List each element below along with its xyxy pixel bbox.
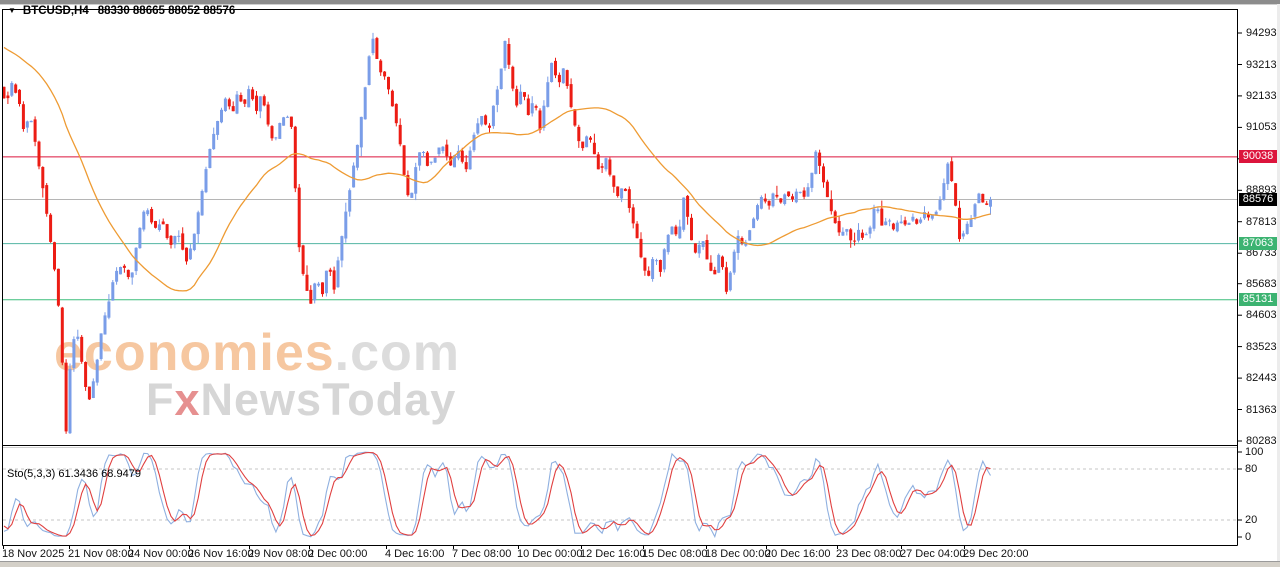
watermark-sub-rest: NewsToday: [200, 374, 457, 425]
date-label: 10 Dec 00:00: [517, 548, 583, 560]
date-label: 23 Dec 08:00: [836, 548, 902, 560]
indicator-label: Sto(5,3,3) 61.3436 68.9479: [7, 468, 141, 480]
price-badge-last-price: 88576: [1239, 193, 1277, 206]
price-badge-support-level: 85131: [1239, 293, 1277, 307]
date-label: 26 Nov 16:00: [188, 548, 254, 560]
date-label: 20 Dec 16:00: [765, 548, 831, 560]
price-axis-label: 93213: [1246, 58, 1277, 71]
price-axis-label: 83523: [1246, 340, 1277, 353]
watermark-fxnewstoday: FxNewsToday: [146, 374, 456, 426]
indicator-axis-label: 0: [1245, 531, 1252, 543]
date-label: 29 Dec 20:00: [963, 548, 1029, 560]
date-label: 7 Dec 08:00: [452, 548, 512, 560]
chevron-down-icon: ▼: [8, 6, 16, 15]
price-axis-label: 82443: [1246, 372, 1277, 385]
window-right-border: [1277, 4, 1280, 561]
date-label: 12 Dec 16:00: [580, 548, 646, 560]
date-label: 21 Nov 08:00: [68, 548, 134, 560]
watermark-domain: .com: [334, 324, 461, 382]
date-label: 24 Nov 00:00: [128, 548, 194, 560]
price-axis-label: 91053: [1246, 121, 1277, 134]
indicator-axis-label: 100: [1245, 446, 1264, 458]
date-label: 4 Dec 16:00: [385, 548, 445, 560]
chart-title: ▼ BTCUSD,H4 88330 88665 88052 88576: [8, 5, 235, 17]
indicator-axis-label: 20: [1245, 514, 1258, 526]
price-axis-label: 81363: [1246, 403, 1277, 416]
price-axis-label: 86733: [1246, 247, 1277, 260]
price-axis-label: 84603: [1246, 309, 1277, 322]
window-bottom-border: [0, 561, 1280, 567]
chart-ohlc-values: 88330 88665 88052 88576: [97, 5, 236, 17]
price-badge-support-level: 87063: [1239, 237, 1277, 251]
price-axis-label: 94293: [1246, 27, 1277, 39]
watermark-sub-x: x: [174, 374, 201, 425]
price-axis-label: 92133: [1246, 89, 1277, 102]
price-badge-resistance-level: 90038: [1239, 150, 1277, 164]
window-top-border: [0, 0, 1280, 5]
price-axis-label: 85683: [1246, 277, 1277, 290]
price-axis-label: 80283: [1246, 435, 1277, 447]
price-axis-label: 87813: [1246, 215, 1277, 228]
indicator-axis-label: 80: [1245, 463, 1258, 475]
date-label: 2 Dec 00:00: [308, 548, 368, 560]
date-label: 18 Dec 00:00: [705, 548, 771, 560]
date-label: 18 Nov 2025: [2, 548, 65, 560]
chart-symbol-label: BTCUSD,H4: [22, 5, 89, 17]
date-label: 27 Dec 04:00: [900, 548, 966, 560]
watermark-sub-f: F: [146, 374, 175, 425]
date-label: 15 Dec 08:00: [642, 548, 708, 560]
date-label: 29 Nov 08:00: [248, 548, 314, 560]
